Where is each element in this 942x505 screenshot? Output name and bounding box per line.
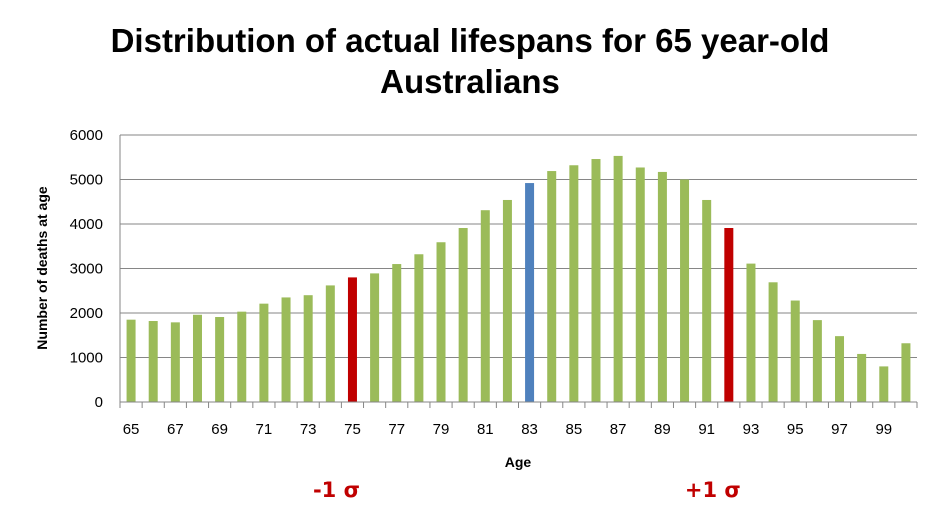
bar-age-66 [148,321,158,402]
bar-age-99 [879,366,889,402]
bar-age-94 [768,282,778,402]
axes [119,135,918,408]
x-tick-label: 83 [521,421,538,438]
bar-age-71 [259,303,269,402]
bar-age-91 [702,199,712,402]
x-tick-label: 97 [831,421,848,438]
bar-age-78 [414,254,424,402]
y-tick-label: 5000 [70,172,103,189]
bar-age-69 [215,317,225,402]
y-tick-label: 0 [95,394,103,411]
x-tick-label: 91 [698,421,715,438]
bar-age-75 [347,277,357,402]
bar-age-95 [790,300,800,402]
x-tick-label: 65 [123,421,140,438]
bar-age-83 [525,183,535,402]
bar-age-72 [281,297,291,402]
y-tick-label: 2000 [70,305,103,322]
x-tick-label: 77 [388,421,405,438]
sigma-label: -1 σ [313,478,360,502]
bar-age-65 [126,319,136,402]
bar-age-79 [436,242,446,402]
bar-age-86 [591,159,601,402]
x-tick-label: 85 [566,421,583,438]
x-tick-label: 71 [256,421,273,438]
x-tick-label: 73 [300,421,317,438]
y-axis-title: Number of deaths at age [34,186,50,350]
y-tick-labels: 0 1000 2000 3000 4000 5000 6000 [70,127,103,411]
bar-age-80 [458,228,468,402]
y-tick-label: 6000 [70,127,103,144]
gridlines [120,134,917,358]
x-tick-label: 87 [610,421,627,438]
bar-age-97 [835,336,845,402]
x-tick-label: 99 [875,421,892,438]
bar-age-93 [746,263,756,402]
chart-title: Distribution of actual lifespans for 65 … [110,22,830,100]
bar-age-96 [812,320,822,402]
y-tick-label: 4000 [70,216,103,233]
bar-age-76 [370,273,380,402]
x-tick-label: 75 [344,421,361,438]
bar-age-73 [303,295,313,402]
bar-age-82 [502,199,512,402]
sigma-label: +1 σ [685,478,741,502]
bar-age-74 [325,285,335,402]
x-tick-label: 67 [167,421,184,438]
x-axis-title: Age [505,454,532,470]
bar-age-88 [635,167,645,402]
x-tick-label: 95 [787,421,804,438]
x-tick-label: 79 [433,421,450,438]
x-tick-labels: 65 67 69 71 73 75 77 79 81 83 85 87 89 91 93 95 97 99 [123,421,892,438]
bar-age-70 [237,311,247,402]
sigma-annotations: -1 σ +1 σ [313,478,741,502]
bar-age-77 [392,264,402,402]
bar-age-81 [480,210,490,402]
bar-age-92 [724,228,734,402]
x-tick-label: 89 [654,421,671,438]
bar-age-89 [657,171,667,402]
bar-age-100 [901,343,911,402]
x-tick-label: 69 [211,421,228,438]
bars [126,155,911,402]
bar-age-98 [857,353,867,402]
bar-age-84 [547,171,557,402]
y-tick-label: 3000 [70,261,103,278]
bar-age-85 [569,165,579,402]
bar-age-90 [680,179,690,402]
x-tick-label: 81 [477,421,494,438]
bar-age-87 [613,155,623,402]
y-tick-label: 1000 [70,350,103,367]
bar-age-67 [170,322,180,402]
bar-age-68 [192,314,202,402]
x-tick-label: 93 [743,421,760,438]
